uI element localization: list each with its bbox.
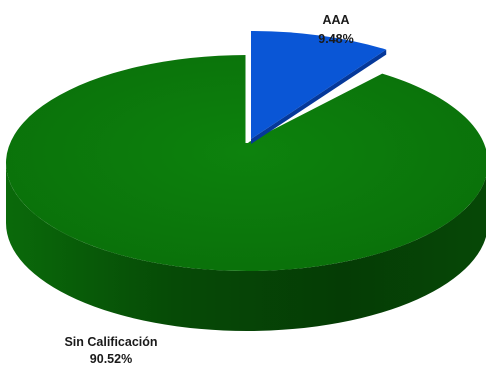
pie-slice-side-aaa (251, 49, 387, 144)
slice-label-sin-calificacion: Sin Calificación (64, 335, 157, 349)
pie-slice-side-sin-calificacion (6, 163, 486, 331)
slice-value-sin-calificacion: 90.52% (90, 352, 132, 366)
pie-slice-aaa (251, 31, 387, 139)
slice-value-aaa: 9.48% (318, 32, 353, 46)
slice-label-aaa: AAA (322, 13, 349, 27)
pie-slice-sin-calificacion (6, 55, 486, 271)
